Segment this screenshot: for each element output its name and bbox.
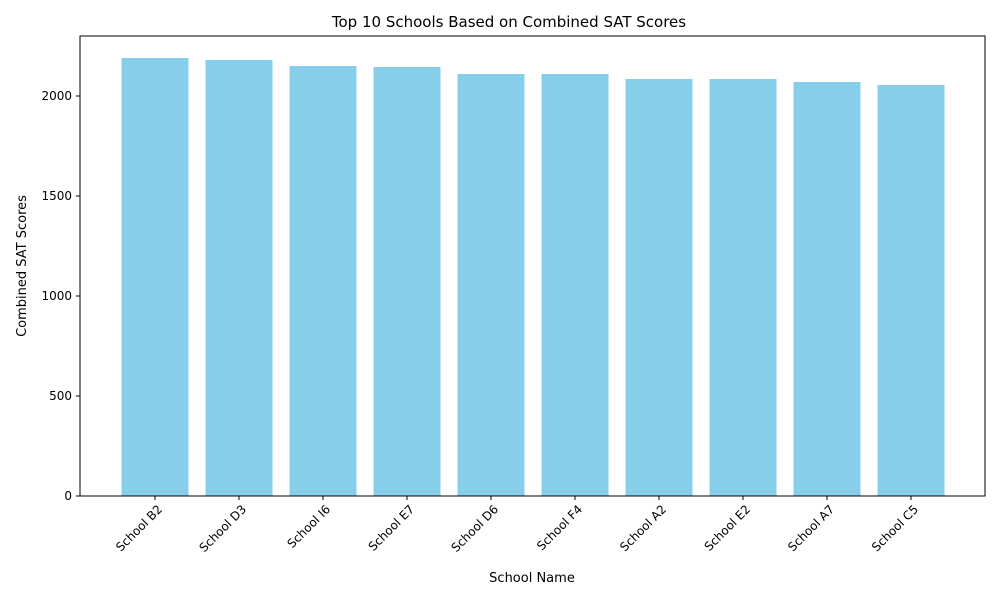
bar-school-a2 (625, 79, 693, 496)
bars-group (121, 58, 945, 496)
axes-frame (79, 35, 986, 497)
bar-school-b2 (121, 58, 189, 496)
y-tick-label: 0 (64, 489, 72, 503)
y-axis-label: Combined SAT Scores (15, 195, 30, 337)
bar-school-e2 (709, 79, 777, 496)
x-tick-label: School A2 (617, 502, 669, 554)
x-tick-label: School B2 (113, 502, 165, 554)
bar-school-i6 (289, 66, 357, 496)
y-axis-ticks: 0 500 1000 1500 2000 (41, 89, 80, 503)
bar-school-f4 (541, 74, 609, 496)
bar-school-d6 (457, 74, 525, 496)
bar-school-d3 (205, 60, 273, 496)
x-tick-label: School E2 (702, 502, 754, 554)
x-tick-label: School E7 (366, 502, 418, 554)
x-tick-label: School I6 (284, 502, 333, 551)
chart-title: Top 10 Schools Based on Combined SAT Sco… (331, 13, 686, 31)
bar-school-e7 (373, 67, 441, 496)
x-tick-label: School D3 (196, 502, 249, 555)
x-axis-label: School Name (489, 571, 575, 586)
x-tick-label: School F4 (534, 502, 585, 553)
bar-school-a7 (793, 82, 861, 496)
bar-school-c5 (877, 85, 945, 496)
y-tick-label: 1000 (41, 289, 72, 303)
x-tick-label: School A7 (785, 502, 837, 554)
y-tick-label: 500 (49, 389, 72, 403)
x-tick-label: School C5 (869, 502, 921, 554)
y-tick-label: 1500 (41, 189, 72, 203)
x-tick-label: School D6 (448, 502, 501, 555)
y-tick-label: 2000 (41, 89, 72, 103)
x-axis-ticks: School B2 School D3 School I6 School E7 Scho… (113, 496, 921, 555)
